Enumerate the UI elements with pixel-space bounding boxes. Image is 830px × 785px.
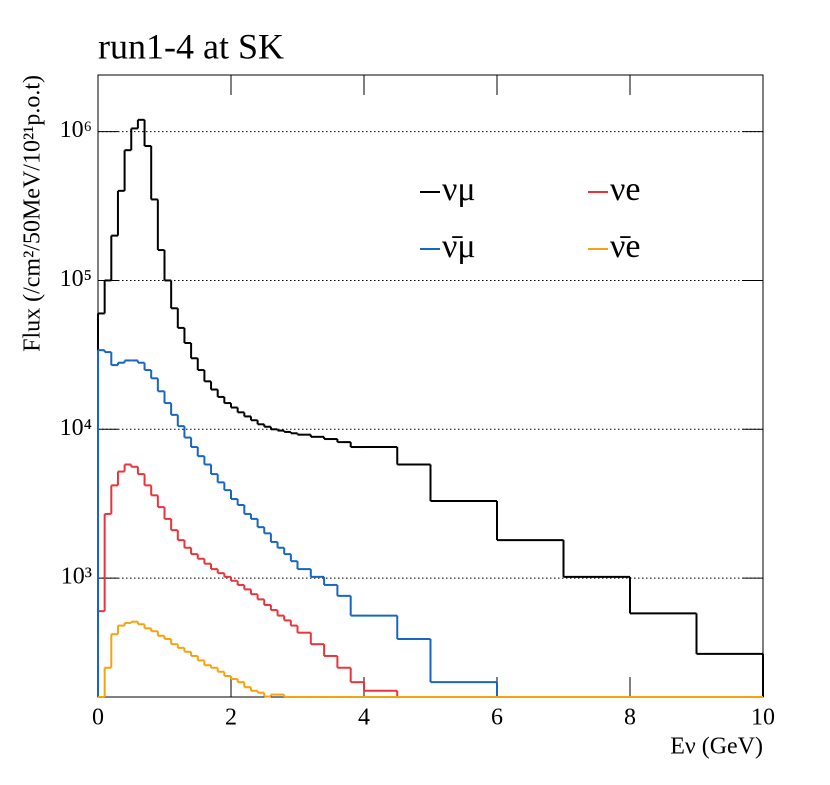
x-axis-label: Eν (GeV) [670,734,763,760]
y-tick-label: 10⁵ [60,266,92,292]
x-tick-label: 8 [624,705,636,731]
x-tick-label: 10 [751,705,775,731]
legend-label: νμ [442,171,476,208]
legend-label: ν̄μ [442,228,476,265]
x-tick-label: 0 [92,705,104,731]
x-tick-label: 2 [225,705,237,731]
chart-title: run1-4 at SK [98,26,284,66]
y-axis-label: Flux (/cm²/50MeV/10²¹p.o.t) [20,75,46,352]
legend-label: νe [610,171,640,208]
x-tick-label: 6 [491,705,503,731]
histogram-riser [103,621,286,697]
histogram-riser [97,119,764,697]
histogram-riser [97,350,498,697]
legend-label: ν̄e [610,228,640,265]
plot-frame [97,74,764,698]
y-tick-label: 10⁶ [60,117,92,143]
y-tick-label: 10³ [61,564,92,590]
x-tick-label: 4 [358,705,370,731]
y-tick-label: 10⁴ [60,415,92,441]
